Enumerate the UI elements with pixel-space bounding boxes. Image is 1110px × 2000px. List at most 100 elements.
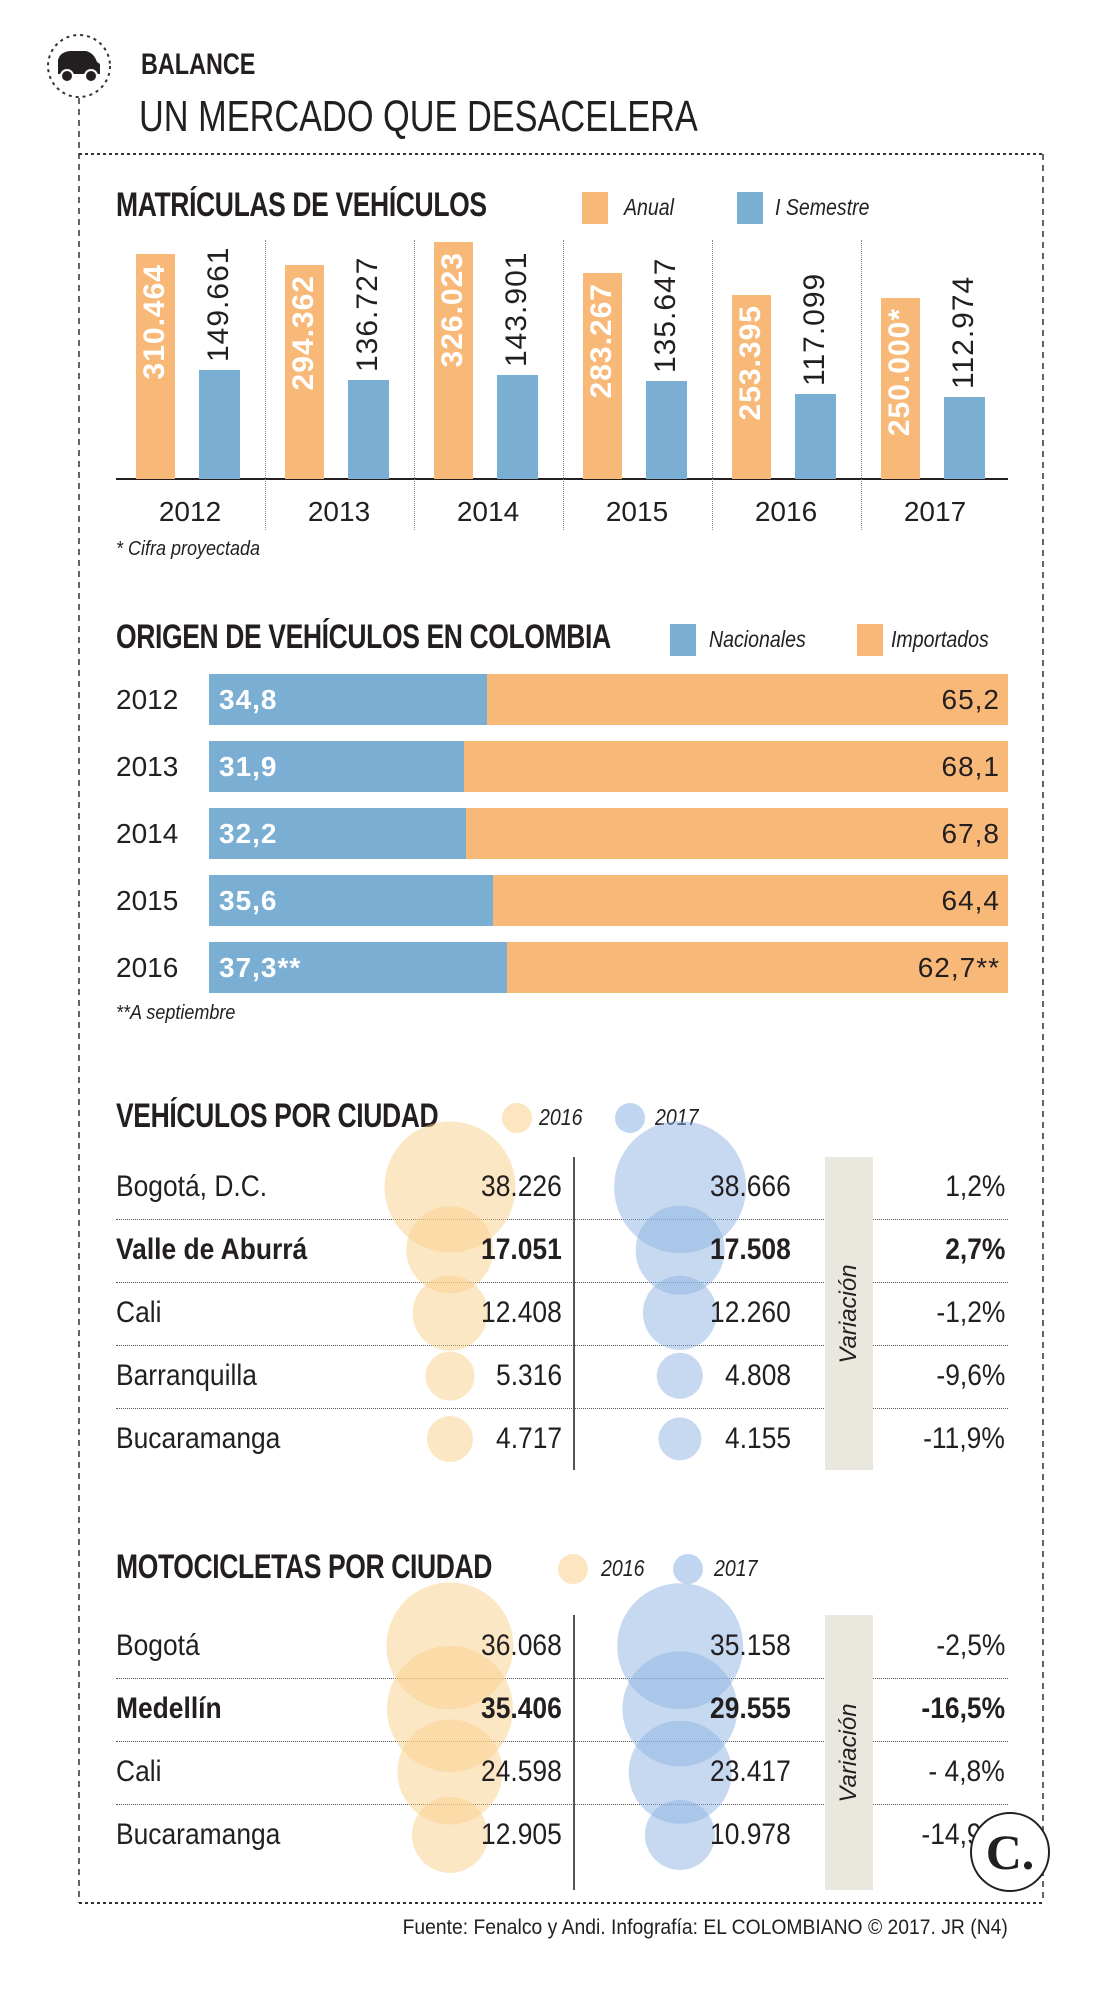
bar-importados-label: 62,7** [917, 952, 1000, 983]
bar-semestre-label: 117.099 [798, 272, 831, 386]
bar-nacionales [209, 741, 464, 792]
chart1-note: * Cifra proyectada [116, 538, 261, 560]
bar-semestre-label: 149.661 [202, 246, 235, 363]
bubble-2017 [642, 1275, 718, 1351]
bar-anual-label: 294.362 [287, 275, 320, 391]
variation-value: -1,2% [936, 1296, 1005, 1329]
bar-anual [732, 295, 771, 479]
page-title: UN MERCADO QUE DESACELERA [139, 92, 698, 141]
variacion-label: Variación [835, 1263, 862, 1364]
chart4-title: MOTOCICLETAS POR CIUDAD [116, 1548, 493, 1586]
city-name: Bucaramanga [116, 1422, 281, 1455]
x-tick-label: 2013 [307, 496, 371, 527]
bar-importados-label: 68,1 [941, 751, 1000, 782]
bubble-2016 [425, 1351, 475, 1401]
value-2017: 17.508 [710, 1233, 791, 1266]
row-year-label: 2016 [116, 952, 179, 983]
group-divider [861, 240, 862, 530]
value-2017: 29.555 [710, 1692, 791, 1725]
bar-semestre [497, 374, 538, 479]
bar-importados-label: 67,8 [941, 818, 1000, 849]
bubble-2017 [658, 1417, 702, 1461]
bar-semestre-label: 112.974 [947, 275, 980, 389]
bar-importados [463, 741, 1008, 792]
legend-semestre-swatch [737, 192, 763, 224]
value-2016: 12.408 [481, 1296, 562, 1329]
x-tick-label: 2012 [158, 496, 222, 527]
bar-anual [136, 253, 175, 479]
chart2-note: **A septiembre [116, 1002, 236, 1024]
x-tick-label: 2015 [605, 496, 669, 527]
variation-value: -11,9% [923, 1422, 1005, 1455]
bar-nacionales [209, 808, 467, 859]
legend-anual-swatch [582, 192, 608, 224]
city-name: Bucaramanga [116, 1818, 281, 1851]
group-divider [265, 240, 266, 530]
row-year-label: 2013 [116, 751, 179, 782]
variacion-column [825, 1157, 873, 1470]
chart2-title: ORIGEN DE VEHÍCULOS EN COLOMBIA [116, 618, 611, 656]
legend-importados-swatch [857, 624, 883, 656]
bar-semestre-label: 143.901 [500, 251, 533, 367]
value-2017: 23.417 [710, 1755, 791, 1788]
chart3-title: VEHÍCULOS POR CIUDAD [116, 1097, 439, 1135]
bar-importados [507, 942, 1008, 993]
bar-semestre [646, 380, 687, 479]
bubble-2016 [411, 1796, 489, 1874]
bar-anual-label: 310.464 [138, 263, 171, 380]
group-divider [414, 240, 415, 530]
bar-anual-label: 283.267 [585, 283, 618, 399]
value-2016: 4.717 [495, 1422, 562, 1455]
value-2017: 35.158 [710, 1629, 791, 1662]
bar-nacionales-label: 34,8 [219, 684, 278, 715]
value-2017: 12.260 [710, 1296, 791, 1329]
bar-semestre [199, 370, 240, 479]
bar-nacionales [209, 875, 494, 926]
bar-nacionales [209, 674, 488, 725]
bubble-2017 [644, 1799, 716, 1871]
value-2016: 36.068 [481, 1629, 562, 1662]
variation-value: -16,5% [921, 1692, 1005, 1725]
row-year-label: 2015 [116, 885, 179, 916]
row-year-label: 2012 [116, 684, 179, 715]
bar-anual [583, 273, 622, 479]
row-separator [116, 1281, 1008, 1283]
bar-semestre [944, 396, 985, 479]
legend-2017-bubble [615, 1103, 645, 1133]
legend-nacionales-label: Nacionales [709, 626, 806, 652]
city-name: Barranquilla [116, 1359, 257, 1392]
legend-2016-bubble [558, 1554, 588, 1584]
city-name: Valle de Aburrá [116, 1233, 308, 1266]
city-name: Cali [116, 1296, 162, 1329]
value-2016: 24.598 [481, 1755, 562, 1788]
bar-anual [881, 297, 920, 479]
bar-semestre [795, 393, 836, 479]
bubble-2017 [656, 1352, 704, 1400]
variation-value: 1,2% [944, 1170, 1005, 1203]
bar-importados [493, 875, 1008, 926]
group-divider [563, 240, 564, 530]
row-separator [116, 1803, 1008, 1805]
group-divider [712, 240, 713, 530]
value-2016: 5.316 [495, 1359, 562, 1392]
value-2017: 4.808 [724, 1359, 791, 1392]
chart1-title: MATRÍCULAS DE VEHÍCULOS [116, 186, 487, 224]
value-2017: 4.155 [724, 1422, 791, 1455]
x-tick-label: 2016 [754, 496, 818, 527]
bubble-2016 [426, 1415, 474, 1463]
value-2017: 38.666 [710, 1170, 791, 1203]
row-separator [116, 1740, 1008, 1742]
variation-value: 2,7% [944, 1233, 1005, 1266]
variation-value: -9,6% [936, 1359, 1005, 1392]
bar-anual [285, 265, 324, 479]
column-divider [573, 1157, 575, 1470]
x-tick-label: 2017 [903, 496, 967, 527]
row-separator [116, 1677, 1008, 1679]
legend-importados-label: Importados [891, 626, 989, 652]
value-2016: 17.051 [481, 1233, 562, 1266]
value-2016: 12.905 [481, 1818, 562, 1851]
bar-anual [434, 242, 473, 479]
bar-anual-label: 326.023 [436, 252, 469, 368]
value-2016: 35.406 [481, 1692, 562, 1725]
